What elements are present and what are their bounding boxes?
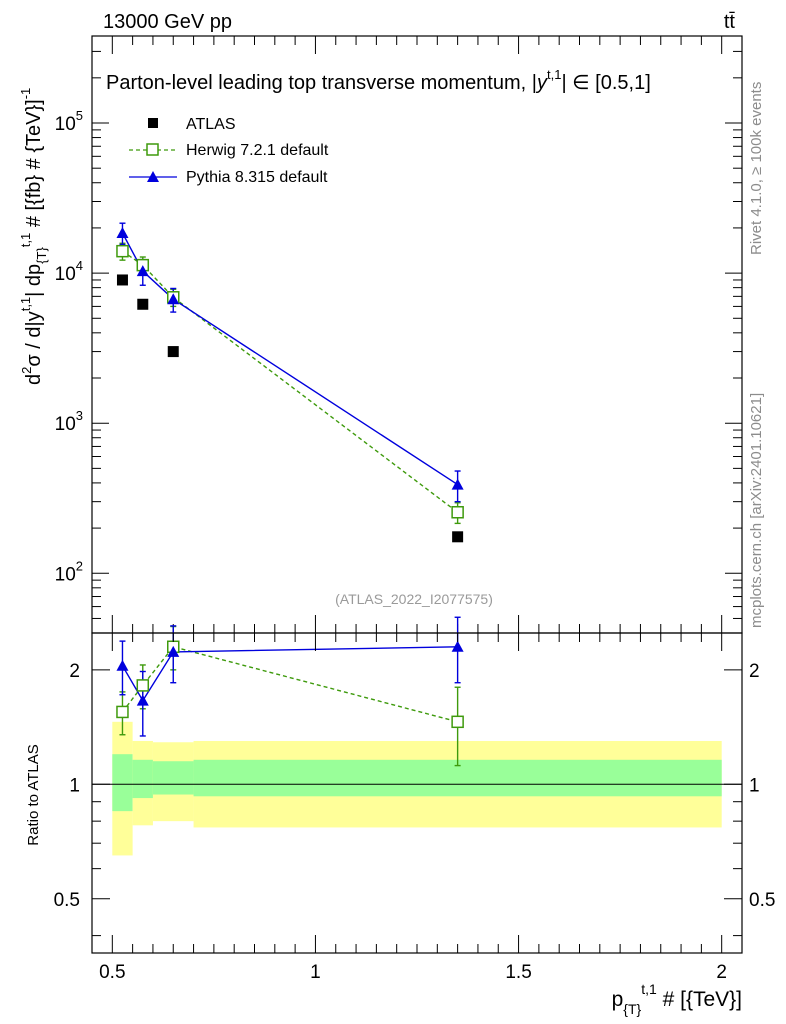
legend-marker-atlas xyxy=(148,118,158,128)
atlas-point-3 xyxy=(452,531,464,543)
ratio-pythia-point-2 xyxy=(167,645,180,657)
atlas-point-1 xyxy=(137,298,149,310)
main-ytick-label-2: 104 xyxy=(55,258,83,285)
ratio-band-inner-1 xyxy=(132,759,153,799)
pythia-point-3 xyxy=(451,478,464,490)
x-tick-label-0: 0.5 xyxy=(99,962,125,983)
ratio-pythia-point-3 xyxy=(451,640,464,652)
ratio-ytick-label-left-2: 2 xyxy=(69,661,80,682)
main-ytick-label-0: 102 xyxy=(55,558,83,585)
ratio-ytick-label-right-0: 0.5 xyxy=(749,890,775,911)
ratio-pythia-point-1 xyxy=(136,694,149,706)
ratio-ytick-label-right-2: 2 xyxy=(749,661,760,682)
herwig-point-0 xyxy=(116,244,129,258)
ratio-y-axis-label: Ratio to ATLAS xyxy=(25,744,42,845)
x-tick-label-3: 2 xyxy=(716,962,727,983)
ratio-band-inner-0 xyxy=(112,754,133,812)
legend: ATLAS Herwig 7.2.1 default Pythia 8.315 … xyxy=(129,116,329,186)
legend-label-atlas: ATLAS xyxy=(186,116,236,133)
herwig-point-3 xyxy=(451,506,464,519)
x-tick-label-2: 1.5 xyxy=(505,962,531,983)
pythia-point-1 xyxy=(136,265,149,277)
legend-marker-herwig xyxy=(146,143,159,156)
atlas-point-2 xyxy=(167,346,179,358)
x-axis-label: p{T}t,1 # [{TeV}] xyxy=(612,981,742,1017)
chart-title: Parton-level leading top transverse mome… xyxy=(106,67,651,94)
ratio-herwig-point-3 xyxy=(451,715,464,729)
ratio-ytick-label-left-1: 1 xyxy=(69,775,80,796)
ratio-band-inner-2 xyxy=(152,761,194,795)
main-ytick-label-1: 103 xyxy=(55,408,83,435)
header-right: tt̄ xyxy=(724,11,736,33)
pythia-point-0 xyxy=(116,227,129,239)
ratio-ytick-label-left-0: 0.5 xyxy=(54,890,80,911)
ratio-pythia-point-0 xyxy=(116,659,129,671)
ratio-ytick-label-right-1: 1 xyxy=(749,775,760,796)
atlas-point-0 xyxy=(116,274,128,286)
ratio-frame xyxy=(91,632,743,954)
legend-label-herwig: Herwig 7.2.1 default xyxy=(186,142,329,159)
header-left: 13000 GeV pp xyxy=(103,11,232,33)
legend-label-pythia: Pythia 8.315 default xyxy=(186,169,328,186)
main-ytick-label-3: 105 xyxy=(55,108,83,135)
main-y-axis-label: d2σ / d|yt,1| dp{T}t,1 # [{fb} # {TeV}]-… xyxy=(18,88,49,385)
ratio-herwig-line xyxy=(121,646,458,723)
herwig-line xyxy=(122,250,459,513)
reference-label: (ATLAS_2022_I2077575) xyxy=(335,591,493,607)
pythia-point-2 xyxy=(167,293,180,305)
ratio-herwig-point-1 xyxy=(136,679,150,692)
pythia-line xyxy=(121,232,458,486)
x-tick-label-1: 1 xyxy=(310,962,321,983)
legend-marker-pythia xyxy=(147,171,159,182)
ratio-herwig-point-0 xyxy=(116,705,129,719)
side-label-mcplots: mcplots.cern.ch [arXiv:2401.10621] xyxy=(748,393,765,628)
side-label-rivet: Rivet 4.1.0, ≥ 100k events xyxy=(748,82,765,255)
